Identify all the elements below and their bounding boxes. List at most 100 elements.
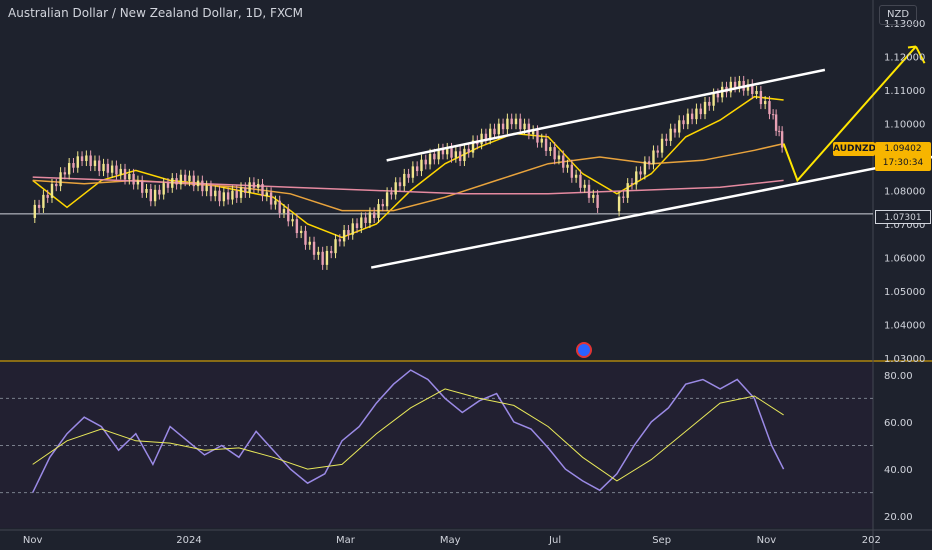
candle-body — [536, 130, 539, 143]
candle-body — [450, 147, 453, 158]
candle-body — [398, 182, 402, 187]
candle-body — [128, 173, 131, 180]
candle-body — [493, 128, 496, 135]
candle-body — [415, 166, 419, 172]
candle-body — [166, 183, 170, 188]
candle-body — [381, 204, 384, 207]
candle-body — [403, 173, 406, 187]
candle-body — [278, 200, 281, 213]
candle-body — [59, 172, 62, 187]
candle-body — [712, 93, 715, 106]
rsi-tick-label: 80.00 — [884, 371, 913, 382]
candle-body — [355, 223, 359, 229]
candle-body — [317, 251, 320, 255]
candle-body — [235, 190, 238, 198]
candle-body — [626, 183, 629, 198]
candle-body — [201, 180, 204, 192]
candle-body — [652, 150, 655, 165]
candle-body — [771, 114, 775, 116]
candle-body — [269, 192, 273, 205]
candle-body — [566, 164, 569, 168]
candle-body — [774, 114, 778, 131]
candle-body — [334, 239, 337, 254]
candle-body — [89, 155, 92, 167]
candle-body — [471, 140, 475, 153]
x-tick-label: 202 — [862, 535, 881, 546]
candle-body — [527, 123, 531, 135]
candle-body — [295, 219, 299, 234]
candle-body — [540, 138, 543, 143]
candle-body — [102, 163, 105, 172]
candle-body — [338, 239, 342, 242]
candle-body — [252, 182, 256, 188]
hline-price-label: 1.07301 — [875, 210, 931, 224]
candle-body — [587, 184, 591, 198]
candle-body — [308, 241, 311, 245]
candle-body — [196, 180, 200, 187]
candle-body — [42, 194, 45, 208]
candle-body — [50, 183, 54, 198]
symbol-tag: AUDNZD — [833, 142, 876, 156]
candle-body — [274, 200, 277, 205]
candle-body — [244, 187, 247, 193]
candle-body — [489, 128, 492, 140]
candle-body — [175, 178, 178, 185]
candle-body — [231, 190, 234, 200]
ma-fast-line — [32, 95, 784, 239]
candle-body — [377, 204, 380, 218]
candle-body — [699, 108, 702, 115]
candle-body — [209, 185, 213, 197]
candle-body — [46, 194, 49, 198]
rsi-line — [32, 369, 785, 493]
candle-body — [291, 219, 294, 222]
candle-body — [411, 166, 415, 178]
candle-body — [463, 148, 466, 162]
currency-label[interactable]: NZD — [879, 5, 917, 25]
candle-body — [647, 161, 651, 165]
candle-body — [549, 147, 552, 151]
x-tick-label: Jul — [548, 535, 561, 546]
ma-slow-line — [32, 176, 784, 195]
candle-body — [158, 189, 161, 195]
candle-body — [312, 241, 316, 255]
candle-body — [141, 180, 144, 193]
candle-body — [506, 118, 509, 130]
candle-body — [265, 192, 268, 197]
candle-body — [248, 182, 251, 193]
candle-body — [222, 192, 226, 202]
candle-body — [768, 101, 771, 115]
candle-body — [656, 150, 659, 153]
candle-body — [364, 217, 367, 223]
candle-body — [678, 120, 681, 133]
rsi-tick-label: 60.00 — [884, 418, 913, 429]
projection-arrowhead — [907, 45, 917, 49]
candle-body — [458, 151, 462, 162]
candle-body — [682, 120, 685, 125]
candle-body — [136, 180, 140, 185]
candle-body — [780, 131, 784, 148]
projection-path — [782, 45, 917, 183]
candle-body — [501, 123, 505, 130]
price-tick-label: 1.05000 — [884, 287, 925, 298]
candle-body — [639, 171, 642, 175]
candle-body — [72, 163, 75, 168]
candle-body — [205, 185, 208, 192]
candle-body — [299, 230, 303, 234]
candle-body — [777, 130, 781, 132]
countdown-timer: 17:30:34 — [882, 158, 924, 168]
candle-body — [437, 148, 440, 160]
candle-body — [342, 230, 346, 242]
price-tick-label: 1.11000 — [884, 86, 925, 97]
candle-body — [562, 155, 565, 168]
candle-body — [226, 192, 230, 200]
candle-body — [763, 101, 767, 105]
price-tick-label: 1.12000 — [884, 53, 925, 64]
candle-body — [188, 175, 191, 182]
x-tick-label: May — [440, 535, 461, 546]
candle-body — [394, 182, 397, 195]
channel-upper-line — [386, 68, 826, 162]
candle-body — [690, 113, 694, 120]
candle-body — [325, 250, 329, 265]
candle-body — [519, 118, 522, 130]
candle-body — [153, 189, 157, 202]
